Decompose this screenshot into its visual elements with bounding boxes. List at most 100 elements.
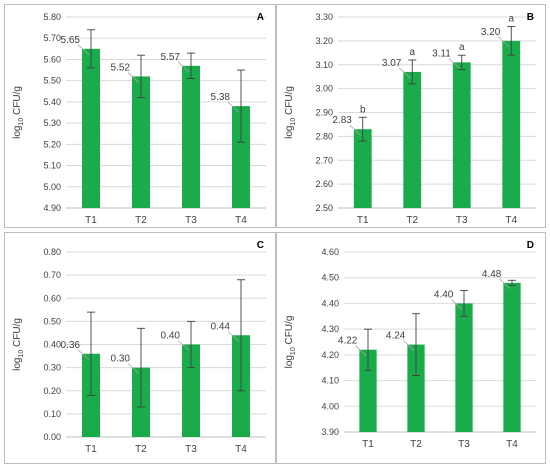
x-tick-label: T3 [456,215,468,226]
y-tick-label: 0.00 [43,432,61,442]
y-tick-label: 4.50 [321,273,339,283]
chart-panel-b: 2.50 2.60 2.70 2.80 2.90 3.00 3.10 3.20 3.30 log1… [276,4,546,228]
significance-letter: a [409,47,415,58]
chart-svg: 4.90 5.00 5.10 5.20 5.30 5.40 5.50 5.60 5.70 5.80… [4,4,276,228]
significance-letter: a [459,42,465,53]
data-label-leader [403,340,415,351]
chart-panel-d: 3.90 4.00 4.10 4.20 4.30 4.40 4.50 4.60 log10 CF… [276,232,546,464]
bar [407,344,425,432]
y-tick-label: 5.40 [43,97,61,107]
significance-letter: b [360,104,366,115]
y-tick-label: 5.10 [43,161,61,171]
data-label-leader [399,67,411,79]
data-label: 5.57 [161,52,181,63]
bar [132,76,150,208]
bar [82,48,100,209]
x-tick-label: T3 [185,215,197,226]
bar [182,344,200,437]
data-label-leader [177,340,190,351]
chart-svg: 0.00 0.10 0.20 0.30 0.40 0.50 0.60 0.70 0.80 log1… [4,232,276,464]
y-tick-label: 2.70 [315,155,333,165]
y-tick-label: 0.30 [43,363,61,373]
y-tick-label: 0.40 [43,340,61,350]
bar [502,40,521,208]
y-tick-label: 2.50 [315,203,333,213]
y-axis-label: log10 CFU/g [12,86,25,139]
panel-letter: C [257,240,264,251]
significance-letter: a [508,14,514,25]
data-label-leader [77,349,90,361]
data-label: 5.52 [111,62,131,73]
x-tick-label: T4 [505,215,517,226]
y-tick-label: 3.10 [315,60,333,70]
y-tick-label: 2.80 [315,131,333,141]
x-tick-label: T1 [357,215,369,226]
data-label-leader [451,299,463,310]
y-tick-label: 2.90 [315,108,333,118]
y-tick-label: 4.40 [321,298,339,308]
bar [182,65,200,208]
x-tick-label: T1 [85,215,97,226]
bar [353,129,372,208]
y-tick-label: 0.80 [43,247,61,257]
data-label-leader [227,101,240,113]
y-tick-label: 3.90 [321,427,339,437]
data-label: 3.07 [382,58,402,69]
y-tick-label: 5.60 [43,54,61,64]
data-label-leader [355,345,367,357]
x-tick-label: T2 [410,439,422,450]
data-label: 4.24 [386,331,406,342]
bar [403,71,422,208]
chart-panel-c: 0.00 0.10 0.20 0.30 0.40 0.50 0.60 0.70 0.80 log1… [4,232,276,464]
data-label-leader [498,36,510,48]
bar [359,349,377,432]
y-tick-label: 4.10 [321,376,339,386]
y-tick-label: 5.50 [43,76,61,86]
y-tick-label: 5.30 [43,118,61,128]
y-tick-label: 4.20 [321,350,339,360]
x-tick-label: T2 [135,444,147,455]
y-tick-label: 0.50 [43,316,61,326]
x-tick-label: T3 [458,439,470,450]
bar [455,303,473,432]
data-label: 4.48 [482,269,502,280]
data-label-leader [349,124,362,136]
y-tick-label: 3.30 [315,12,333,22]
data-label: 5.65 [61,35,81,46]
data-label: 0.36 [61,340,81,351]
y-tick-label: 4.00 [321,401,339,411]
y-tick-label: 4.30 [321,324,339,334]
y-tick-label: 3.00 [315,84,333,94]
data-label-leader [77,44,90,56]
data-label-leader [499,278,511,290]
y-tick-label: 0.20 [43,386,61,396]
data-label: 0.40 [161,331,181,342]
y-tick-label: 0.60 [43,293,61,303]
y-tick-label: 5.00 [43,182,61,192]
bar [503,282,521,432]
y-tick-label: 5.20 [43,139,61,149]
data-label: 4.22 [338,336,358,347]
y-axis-label: log10 CFU/g [284,86,297,139]
y-tick-label: 4.60 [321,247,339,257]
y-axis-label: log10 CFU/g [12,318,25,371]
y-tick-label: 2.60 [315,179,333,189]
data-label-leader [177,61,190,73]
data-label-leader [448,58,461,69]
chart-svg: 2.50 2.60 2.70 2.80 2.90 3.00 3.10 3.20 3.30 log1… [276,4,546,228]
chart-svg: 3.90 4.00 4.10 4.20 4.30 4.40 4.50 4.60 log10 CF… [276,232,546,464]
data-label-leader [127,72,140,83]
chart-panel-a: 4.90 5.00 5.10 5.20 5.30 5.40 5.50 5.60 5.70 5.80… [4,4,276,228]
data-label: 3.20 [481,27,501,38]
y-tick-label: 5.70 [43,33,61,43]
y-tick-label: 0.10 [43,409,61,419]
y-tick-label: 5.80 [43,12,61,22]
bar [232,106,250,208]
data-label: 2.83 [332,115,352,126]
panel-letter: B [527,12,534,23]
y-tick-label: 0.70 [43,270,61,280]
x-tick-label: T4 [235,215,247,226]
bar [452,62,471,208]
x-tick-label: T1 [362,439,374,450]
x-tick-label: T2 [406,215,418,226]
